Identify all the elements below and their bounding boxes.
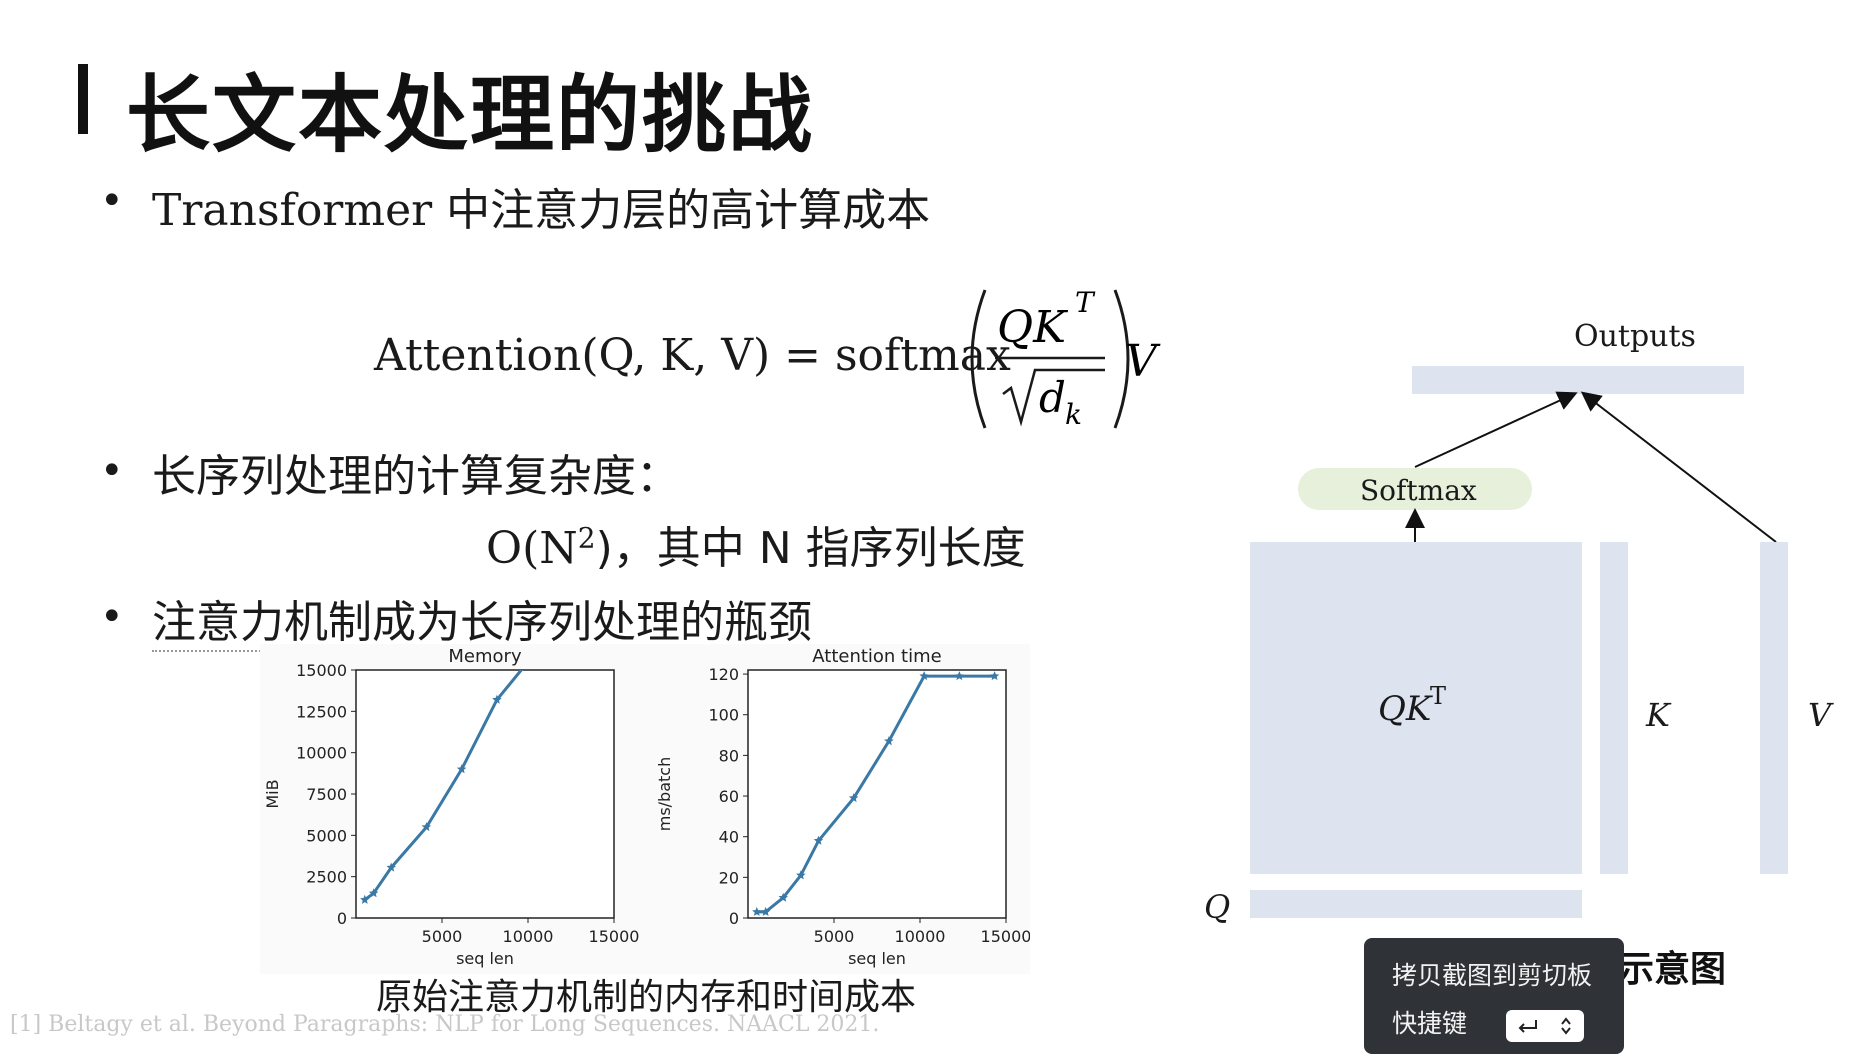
chart-title: Attention time (812, 646, 941, 667)
charts-caption: 原始注意力机制的内存和时间成本 (376, 977, 917, 1018)
series-point (919, 671, 929, 681)
v-to-outputs-arrow (1580, 391, 1777, 543)
outputs-block (1412, 366, 1744, 394)
updown-icon (1561, 1017, 1571, 1035)
toast-line-1: 拷贝截图到剪切板 (1392, 961, 1593, 990)
y-tick-label: 80 (719, 746, 739, 765)
y-tick-label: 0 (729, 909, 739, 928)
complexity-post: )，其中 N 指序列长度 (595, 523, 1026, 574)
series-point (368, 888, 379, 898)
series-point (492, 694, 502, 704)
y-tick-label: 15000 (296, 661, 347, 680)
y-tick-label: 60 (719, 787, 739, 806)
y-tick-label: 5000 (306, 826, 347, 845)
formula-tail: V (1125, 336, 1161, 387)
shortcut-selector[interactable] (1506, 1010, 1584, 1042)
y-axis-label: MiB (263, 779, 282, 808)
formula-denominator-sub: k (1065, 398, 1082, 431)
bullet-1-cjk: 中注意力层的高计算成本 (446, 185, 931, 236)
formula-numerator-sup: T (1075, 286, 1096, 319)
y-tick-label: 12500 (296, 702, 347, 721)
k-label: K (1645, 696, 1672, 734)
y-tick-label: 2500 (306, 868, 347, 887)
x-tick-label: 5000 (422, 927, 463, 946)
series-point (796, 870, 806, 880)
bullet-2: 长序列处理的计算复杂度： (152, 451, 680, 502)
title-accent-bar (78, 64, 88, 134)
softmax-to-outputs-arrow (1414, 391, 1578, 468)
v-block (1760, 542, 1788, 874)
outputs-label: Outputs (1574, 319, 1696, 354)
q-label: Q (1204, 888, 1230, 926)
x-tick-label: 10000 (895, 927, 946, 946)
bullet-dot: • (100, 448, 124, 494)
x-axis-label: seq len (848, 949, 906, 968)
reference-footnote: [1] Beltagy et al. Beyond Paragraphs: NL… (10, 1012, 880, 1037)
series-point (813, 835, 824, 845)
bullet-dot: • (100, 178, 124, 224)
series-line (756, 674, 995, 914)
attention-diagram: Outputs Softmax QK T K V Q (1204, 319, 1834, 926)
qk-label: QK (1378, 689, 1434, 729)
series-point (954, 671, 965, 681)
y-tick-label: 10000 (296, 744, 347, 763)
bullet-3: 注意力机制成为长序列处理的瓶颈 (152, 586, 812, 652)
y-tick-label: 40 (719, 828, 739, 847)
x-axis-label: seq len (456, 949, 514, 968)
x-tick-label: 10000 (503, 927, 554, 946)
x-tick-label: 15000 (589, 927, 640, 946)
series-point (884, 736, 894, 746)
k-block (1600, 542, 1628, 874)
plot-frame (747, 669, 1007, 919)
series-point (360, 894, 370, 904)
series-point (760, 906, 771, 916)
bullet-1-latin: Transformer (152, 185, 447, 236)
cost-charts: Memory seq len MiB 5000 10000 15000 0 2500 5000 7… (260, 644, 1030, 974)
formula-denominator: d (1039, 373, 1066, 422)
complexity-sup: 2 (577, 521, 596, 555)
y-tick-label: 0 (337, 909, 347, 928)
softmax-label: Softmax (1360, 474, 1477, 507)
attention-formula-lhs: Attention(Q, K, V) = softmax (374, 330, 1011, 381)
toast-line-2: 快捷键 (1392, 1009, 1468, 1038)
q-block (1250, 890, 1582, 918)
x-tick-label: 5000 (814, 927, 855, 946)
series-point (752, 906, 762, 916)
bullet-1: Transformer 中注意力层的高计算成本 (152, 174, 930, 238)
copy-screenshot-toast[interactable]: 拷贝截图到剪切板 快捷键 (1364, 938, 1624, 1054)
formula-numerator: QK (997, 302, 1068, 353)
series-point (989, 671, 1000, 681)
v-label: V (1808, 696, 1834, 734)
series-point (386, 862, 396, 872)
complexity-pre: O(N (486, 523, 578, 574)
qk-block (1250, 542, 1582, 874)
series-point (456, 764, 467, 774)
series-line (363, 670, 524, 902)
series-point (778, 892, 788, 902)
plot-frame (355, 669, 615, 919)
y-tick-label: 100 (708, 706, 739, 725)
return-key-icon (1518, 1020, 1537, 1033)
y-tick-label: 7500 (306, 785, 347, 804)
softmax-pill (1298, 468, 1532, 510)
y-axis-label: ms/batch (655, 757, 674, 831)
complexity-line: O(N2)，其中 N 指序列长度 (486, 512, 1026, 576)
y-tick-label: 120 (708, 665, 739, 684)
qk-label-sup: T (1430, 682, 1446, 710)
y-tick-label: 20 (719, 868, 739, 887)
bullet-dot: • (100, 594, 124, 640)
attention-formula-fraction: QK T d k V (970, 286, 1161, 431)
diagram-caption-partial: 示意图 (1618, 949, 1727, 990)
series-point (421, 822, 432, 832)
slide-title: 长文本处理的挑战 (126, 66, 815, 164)
chart-title: Memory (448, 646, 522, 667)
series-point (848, 793, 859, 803)
x-tick-label: 15000 (981, 927, 1030, 946)
